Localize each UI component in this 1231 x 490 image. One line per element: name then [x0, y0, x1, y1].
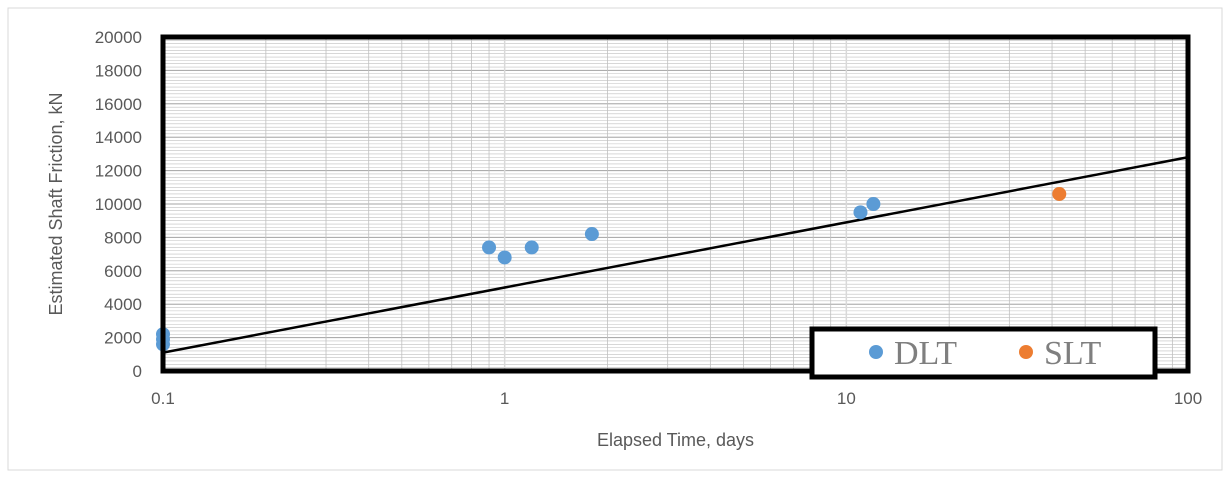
data-point-dlt [497, 250, 512, 265]
y-tick-labels: 0 2000 4000 6000 8000 10000 12000 14000 16000 180… [95, 28, 142, 381]
legend-box [809, 326, 1158, 380]
y-tick-label: 4000 [104, 295, 142, 314]
y-tick-label: 0 [133, 362, 142, 381]
legend-label-slt: SLT [1044, 335, 1102, 372]
chart-area-border [7, 7, 1223, 471]
data-point-dlt [482, 240, 497, 255]
x-tick-label: 0.1 [151, 389, 175, 408]
data-point-dlt [853, 205, 868, 220]
x-tick-labels: 0.1 1 10 100 [151, 389, 1202, 408]
x-tick-label: 10 [837, 389, 856, 408]
data-point-slt [1052, 186, 1067, 201]
legend-label-dlt: DLT [894, 335, 957, 372]
y-tick-label: 12000 [95, 162, 142, 181]
legend-marker-slt [1019, 345, 1033, 359]
x-tick-label: 100 [1174, 389, 1202, 408]
legend: DLT SLT [809, 326, 1158, 380]
y-tick-label: 14000 [95, 128, 142, 147]
y-axis-title: Estimated Shaft Friction, kN [46, 92, 66, 315]
legend-marker-dlt [869, 345, 883, 359]
grid-lines [162, 36, 1189, 372]
trendline-layer [162, 156, 1189, 354]
y-tick-label: 18000 [95, 61, 142, 80]
x-axis-title: Elapsed Time, days [597, 430, 754, 450]
x-tick-label: 1 [500, 389, 509, 408]
y-tick-label: 2000 [104, 329, 142, 348]
y-tick-label: 20000 [95, 28, 142, 47]
y-tick-label: 10000 [95, 195, 142, 214]
data-point-dlt [866, 197, 881, 211]
trendline [162, 156, 1189, 354]
y-tick-label: 16000 [95, 95, 142, 114]
plot-area-frame [160, 34, 1191, 374]
data-point-dlt [584, 227, 599, 242]
data-point-dlt [524, 240, 539, 255]
y-tick-label: 6000 [104, 262, 142, 281]
y-tick-label: 8000 [104, 228, 142, 247]
